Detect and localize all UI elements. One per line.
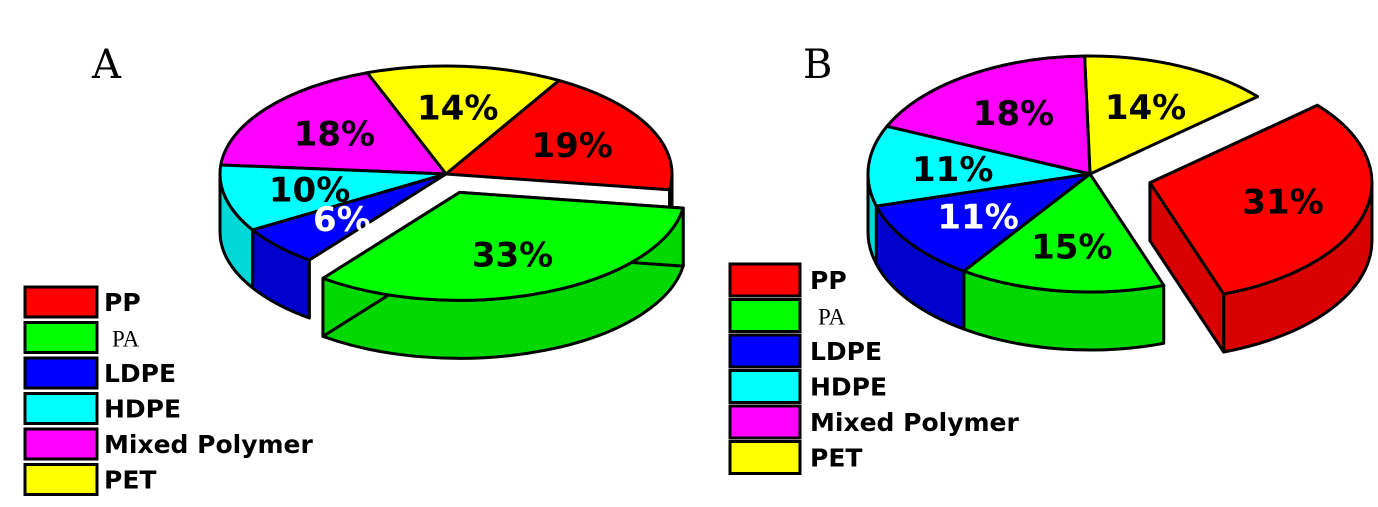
pie-chart-b: 31% 15% 11% 11% 18% 14% B PP PA LDPE HDPE Mixed Pol… xyxy=(728,42,1374,475)
slice-ldpe xyxy=(874,172,1092,331)
data-label-ldpe: 6% xyxy=(313,200,371,240)
legend-item-pa: PA xyxy=(728,298,846,333)
legend-item-mixed-polymer: Mixed Polymer xyxy=(23,427,313,461)
slice-hdpe xyxy=(218,163,448,290)
slice-top-pa xyxy=(321,190,685,302)
legend-item-hdpe: HDPE xyxy=(23,392,181,425)
slice-pa xyxy=(962,172,1166,352)
legend-label-mixed-polymer: Mixed Polymer xyxy=(810,408,1019,437)
legend-label-pet: PET xyxy=(810,444,862,473)
legend-item-pp: PP xyxy=(728,262,847,298)
slice-pet xyxy=(1083,54,1260,176)
slice-top-pa xyxy=(962,172,1166,294)
legend-swatch-pa xyxy=(23,321,99,354)
legend-item-mixed-polymer: Mixed Polymer xyxy=(728,404,1019,440)
slice-ldpe xyxy=(251,172,448,320)
slice-top-pp xyxy=(444,78,674,192)
slice-hdpe xyxy=(866,124,1092,266)
panel-label: B xyxy=(803,42,832,88)
slice-top-ldpe xyxy=(874,172,1092,273)
legend-swatch-mixed-polymer xyxy=(23,427,99,461)
slice-top-hdpe xyxy=(218,163,448,232)
legend-item-pa: PA xyxy=(23,321,140,354)
legend-item-pp: PP xyxy=(23,285,141,319)
legend-item-hdpe: HDPE xyxy=(728,369,887,404)
slice-pet xyxy=(365,64,561,176)
data-label-pet: 14% xyxy=(1105,88,1186,128)
data-label-pp: 31% xyxy=(1242,182,1323,222)
legend-label-pp: PP xyxy=(810,266,847,295)
legend-label-ldpe: LDPE xyxy=(810,337,882,366)
slice-top-hdpe xyxy=(866,124,1092,208)
slice-pa xyxy=(321,190,685,360)
pie-chart-a: 19% 33% 6%10% 18% 14% A PP PA LDPE HDPE Mixed Poly… xyxy=(23,42,685,496)
legend-swatch-pp xyxy=(23,285,99,319)
legend-label-pp: PP xyxy=(104,288,141,317)
slice-mixed-polymer xyxy=(219,71,448,176)
data-label-hdpe: 10% xyxy=(269,170,350,210)
data-label-pa: 15% xyxy=(1031,228,1112,268)
slice-top-pp xyxy=(1148,103,1374,296)
legend-item-ldpe: LDPE xyxy=(23,356,176,390)
legend-label-mixed-polymer: Mixed Polymer xyxy=(104,430,313,459)
legend: PP PA LDPE HDPE Mixed Polymer PET xyxy=(23,285,313,496)
slice-top-ldpe xyxy=(251,172,448,262)
data-label-pp: 19% xyxy=(531,126,612,166)
data-label-pet: 14% xyxy=(417,88,498,128)
legend-swatch-pet xyxy=(23,463,99,496)
slice-top-mixed-polymer xyxy=(885,54,1092,176)
slice-pp xyxy=(1148,103,1374,354)
slice-mixed-polymer xyxy=(885,54,1092,176)
legend-label-hdpe: HDPE xyxy=(810,373,887,402)
legend-swatch-pp xyxy=(728,262,802,298)
legend-swatch-ldpe xyxy=(23,356,99,390)
legend-label-pet: PET xyxy=(104,466,156,495)
legend: PP PA LDPE HDPE Mixed Polymer PET xyxy=(728,262,1019,475)
legend-swatch-pet xyxy=(728,440,802,475)
data-label-hdpe: 11% xyxy=(912,150,993,190)
legend-swatch-mixed-polymer xyxy=(728,404,802,440)
data-label-ldpe: 11% xyxy=(937,198,1018,238)
legend-item-pet: PET xyxy=(23,463,156,496)
data-label-pa: 33% xyxy=(472,235,553,275)
data-label-mixed-polymer: 18% xyxy=(973,94,1054,134)
legend-label-ldpe: LDPE xyxy=(104,359,176,388)
slice-top-mixed-polymer xyxy=(219,71,448,176)
slice-top-pet xyxy=(365,64,561,176)
legend-label-pa: PA xyxy=(818,305,846,330)
data-label-mixed-polymer: 18% xyxy=(294,115,375,155)
legend-swatch-ldpe xyxy=(728,333,802,369)
legend-swatch-hdpe xyxy=(728,369,802,404)
legend-label-pa: PA xyxy=(112,327,140,352)
panel-label: A xyxy=(91,42,122,88)
legend-swatch-pa xyxy=(728,298,802,333)
legend-swatch-hdpe xyxy=(23,392,99,425)
legend-item-ldpe: LDPE xyxy=(728,333,882,369)
legend-label-hdpe: HDPE xyxy=(104,395,181,424)
slice-top-pet xyxy=(1083,54,1260,176)
legend-item-pet: PET xyxy=(728,440,862,475)
